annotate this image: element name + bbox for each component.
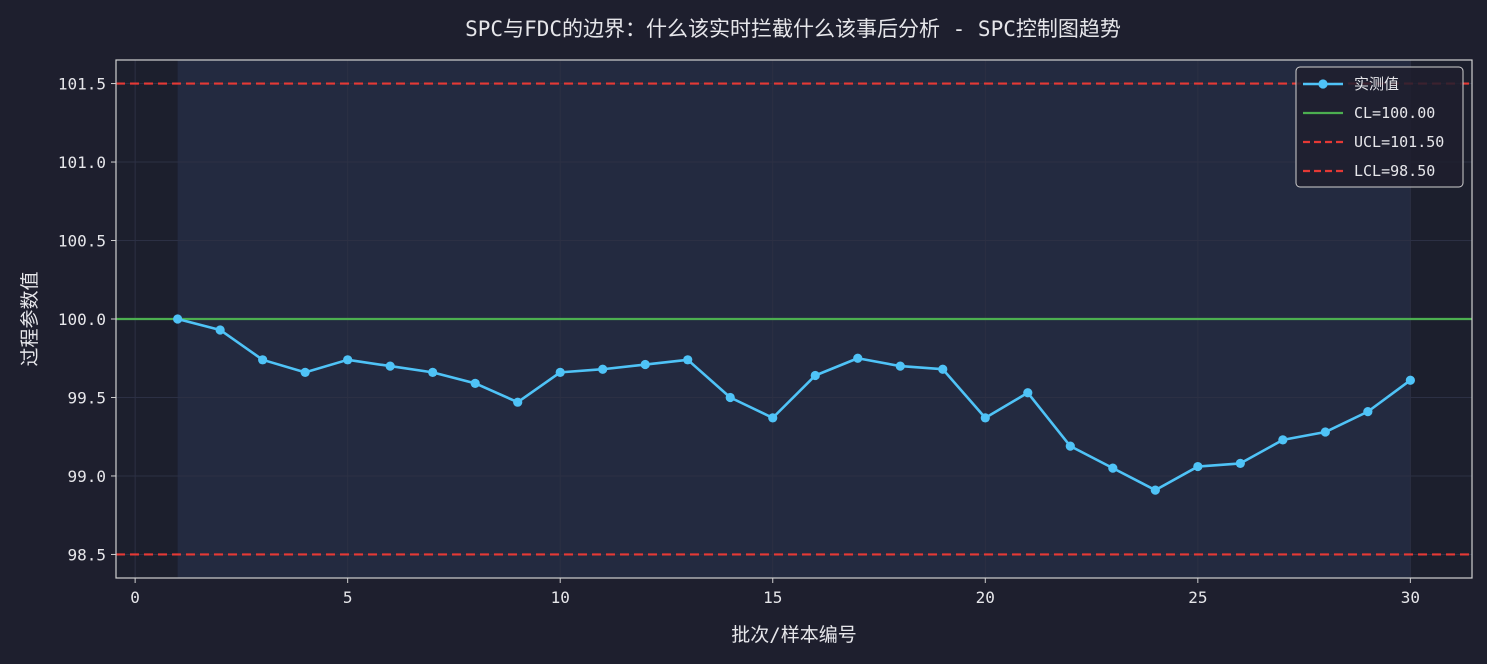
x-tick-label: 0 <box>130 588 140 607</box>
series-layer <box>173 314 1415 495</box>
data-point <box>1023 388 1033 398</box>
data-point <box>428 367 438 377</box>
y-tick-label: 101.5 <box>58 75 106 94</box>
legend: 实测值 CL=100.00 UCL=101.50 LCL=98.50 <box>1295 66 1464 188</box>
legend-marker <box>1318 79 1328 89</box>
y-tick-label: 100.0 <box>58 310 106 329</box>
data-point <box>683 355 693 365</box>
data-point <box>1405 375 1415 385</box>
y-axis-label: 过程参数值 <box>19 271 41 366</box>
data-point <box>1065 441 1075 451</box>
data-point <box>1108 463 1118 473</box>
data-point <box>1278 435 1288 445</box>
data-point <box>598 364 608 374</box>
y-tick-label: 100.5 <box>58 232 106 251</box>
chart-title: SPC与FDC的边界：什么该实时拦截什么该事后分析 - SPC控制图趋势 <box>465 17 1121 41</box>
x-tick-label: 5 <box>343 588 353 607</box>
reference-lines <box>116 82 1472 556</box>
data-point <box>810 370 820 381</box>
y-tick-label: 99.5 <box>67 388 106 407</box>
legend-label: LCL=98.50 <box>1354 162 1435 180</box>
data-point <box>895 361 905 371</box>
data-point <box>173 314 183 324</box>
data-point <box>258 355 268 365</box>
legend-label: UCL=101.50 <box>1354 133 1444 151</box>
data-point <box>980 413 990 423</box>
x-tick-label: 25 <box>1188 588 1207 607</box>
y-tick-label: 101.0 <box>58 153 106 172</box>
series-line <box>177 317 1412 492</box>
y-tick-label: 98.5 <box>67 545 106 564</box>
data-point <box>1150 485 1160 495</box>
data-point <box>853 353 863 363</box>
data-point <box>768 413 778 423</box>
data-point <box>513 397 523 407</box>
data-point <box>1320 427 1330 437</box>
data-point <box>938 364 948 374</box>
x-tick-label: 20 <box>976 588 995 607</box>
data-point <box>555 367 565 377</box>
x-tick-label: 15 <box>763 588 782 607</box>
legend-label: 实测值 <box>1354 75 1399 93</box>
data-point <box>1193 461 1203 472</box>
data-point <box>385 361 395 371</box>
data-point <box>725 392 735 403</box>
x-tick-label: 30 <box>1401 588 1420 607</box>
data-point <box>1235 458 1245 469</box>
x-tick-label: 10 <box>551 588 570 607</box>
y-tick-label: 99.0 <box>67 467 106 486</box>
data-point <box>470 378 480 388</box>
legend-box <box>1295 66 1464 188</box>
data-point <box>640 359 650 370</box>
x-axis-label: 批次/样本编号 <box>731 624 856 646</box>
legend-label: CL=100.00 <box>1354 104 1435 122</box>
data-point <box>300 367 310 377</box>
data-point <box>1363 407 1373 417</box>
data-point <box>343 355 353 365</box>
data-point <box>215 325 225 335</box>
ticks: 0 5 10 15 20 25 30 98.5 99.0 99.5 100.0 100.5 101.0 1… <box>58 75 1420 607</box>
